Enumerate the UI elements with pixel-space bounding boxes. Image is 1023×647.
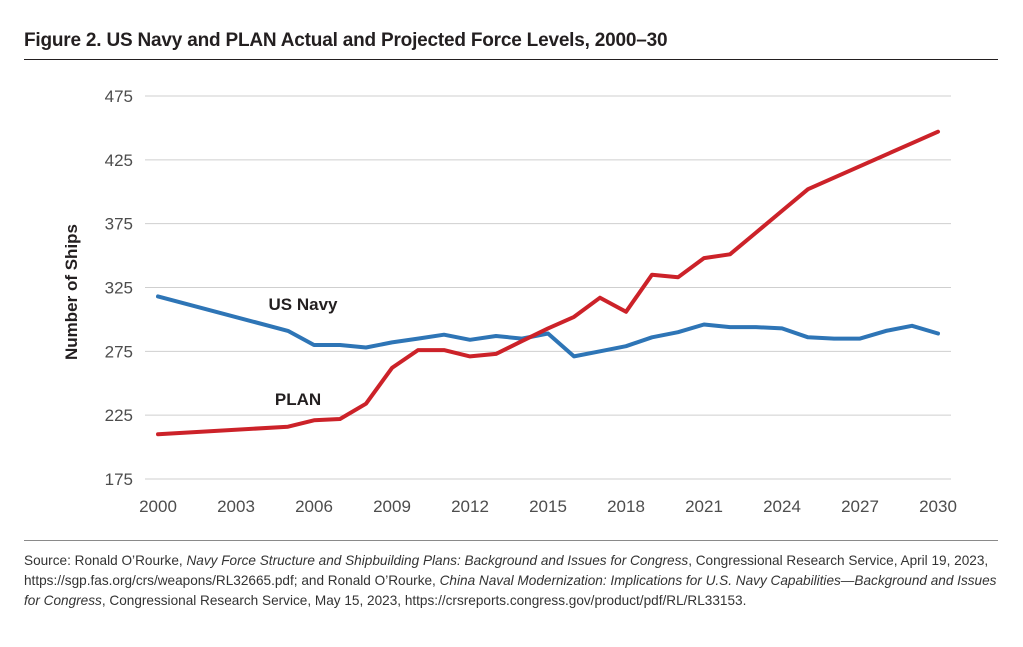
y-tick-labels: 175 225 275 325 375 425 475 xyxy=(105,87,133,489)
x-tick-label: 2021 xyxy=(685,497,723,516)
source-mid: , Congressional Research Service, April … xyxy=(24,553,989,588)
plan-annotation: PLAN xyxy=(275,390,321,409)
x-tick-label: 2012 xyxy=(451,497,489,516)
x-tick-label: 2000 xyxy=(139,497,177,516)
x-tick-label: 2027 xyxy=(841,497,879,516)
source-prefix: Source: Ronald O’Rourke, xyxy=(24,553,187,568)
x-tick-label: 2024 xyxy=(763,497,801,516)
y-tick-label: 325 xyxy=(105,279,133,298)
y-tick-label: 475 xyxy=(105,87,133,106)
y-tick-label: 375 xyxy=(105,215,133,234)
gridlines xyxy=(145,95,951,480)
figure-title: Figure 2. US Navy and PLAN Actual and Pr… xyxy=(24,30,668,51)
source-title-1: Navy Force Structure and Shipbuilding Pl… xyxy=(186,553,689,568)
series-lines xyxy=(156,129,940,437)
y-axis-label: Number of Ships xyxy=(62,224,81,360)
source-suffix: , Congressional Research Service, May 15… xyxy=(101,593,747,608)
us-navy-line xyxy=(156,294,940,359)
source-rule xyxy=(24,540,998,541)
title-rule xyxy=(24,59,998,60)
x-tick-label: 2030 xyxy=(919,497,957,516)
y-tick-label: 275 xyxy=(105,342,133,361)
source-title-2: China Naval Modernization: Implications … xyxy=(24,573,997,608)
source-note: Source: Ronald O’Rourke, Navy Force Stru… xyxy=(24,551,999,611)
x-tick-label: 2003 xyxy=(217,497,255,516)
us-navy-annotation: US Navy xyxy=(269,295,339,314)
y-tick-label: 425 xyxy=(105,151,133,170)
x-tick-label: 2015 xyxy=(529,497,567,516)
y-tick-label: 175 xyxy=(105,470,133,489)
y-tick-label: 225 xyxy=(105,406,133,425)
x-tick-label: 2006 xyxy=(295,497,333,516)
x-tick-label: 2018 xyxy=(607,497,645,516)
x-tick-label: 2009 xyxy=(373,497,411,516)
plan-line xyxy=(156,129,940,437)
x-tick-labels: 2000 2003 2006 2009 2012 2015 2018 2021 2024 2027… xyxy=(139,497,957,516)
